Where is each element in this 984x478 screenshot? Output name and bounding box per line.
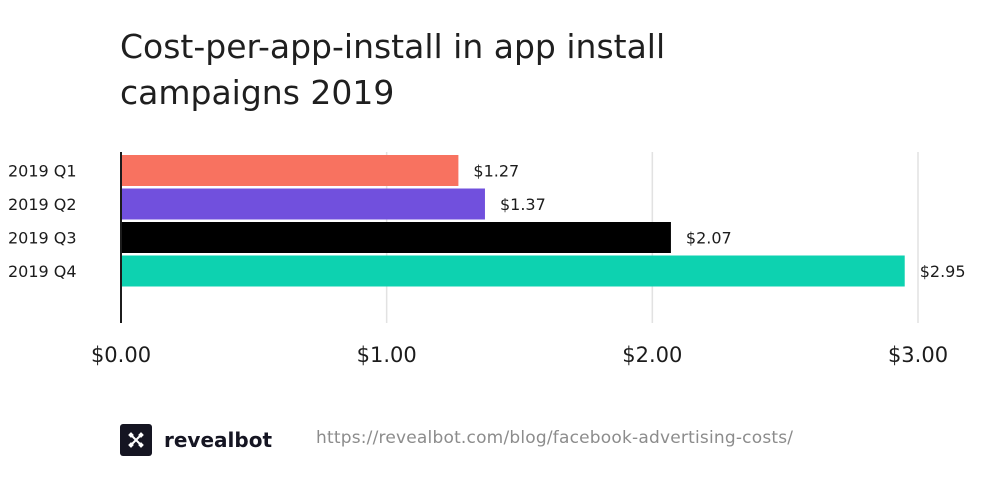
- bar-2019-q2: [121, 188, 485, 220]
- category-label: 2019 Q1: [8, 162, 77, 181]
- footer-brand: revealbot: [120, 424, 272, 456]
- revealbot-logo-icon: [120, 424, 152, 456]
- x-tick-label: $0.00: [91, 343, 151, 367]
- category-label: 2019 Q2: [8, 195, 77, 214]
- value-label: $2.95: [920, 262, 966, 281]
- bar-2019-q4: [121, 255, 905, 287]
- value-label: $1.37: [500, 195, 546, 214]
- brand-name: revealbot: [164, 428, 272, 452]
- x-tick-label: $3.00: [888, 343, 948, 367]
- bar-2019-q1: [121, 155, 459, 186]
- x-tick-label: $1.00: [357, 343, 417, 367]
- category-label: 2019 Q3: [8, 229, 77, 248]
- x-tick-label: $2.00: [622, 343, 682, 367]
- bar-2019-q3: [121, 222, 671, 253]
- source-url: https://revealbot.com/blog/facebook-adve…: [316, 428, 794, 448]
- value-label: $1.27: [473, 162, 519, 181]
- bar-chart: 2019 Q1 2019 Q2 2019 Q3 2019 Q4 $1.27 $1.37 $…: [8, 152, 966, 367]
- chart-title: Cost-per-app-install in app install camp…: [120, 27, 666, 112]
- value-label: $2.07: [686, 229, 732, 248]
- category-label: 2019 Q4: [8, 262, 77, 281]
